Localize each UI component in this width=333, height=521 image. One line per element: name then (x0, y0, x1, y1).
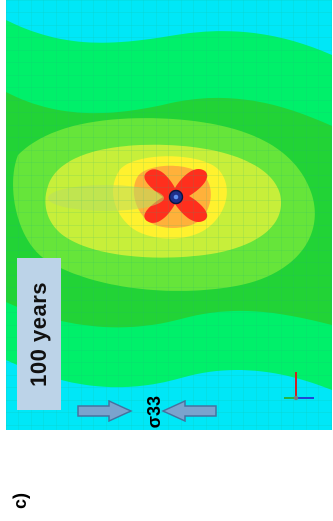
right-compression-arrow (161, 400, 217, 422)
stress-contour-map (6, 0, 332, 430)
time-label: 100 years (26, 281, 51, 387)
borehole-center (173, 194, 179, 200)
panel-letter: c) (8, 487, 32, 515)
axis-triad-icon (284, 372, 314, 401)
panel-letter-text: c) (9, 492, 30, 509)
left-compression-arrow (77, 400, 133, 422)
contour-plot-svg (6, 0, 332, 430)
time-label-box: 100 years (17, 258, 61, 410)
